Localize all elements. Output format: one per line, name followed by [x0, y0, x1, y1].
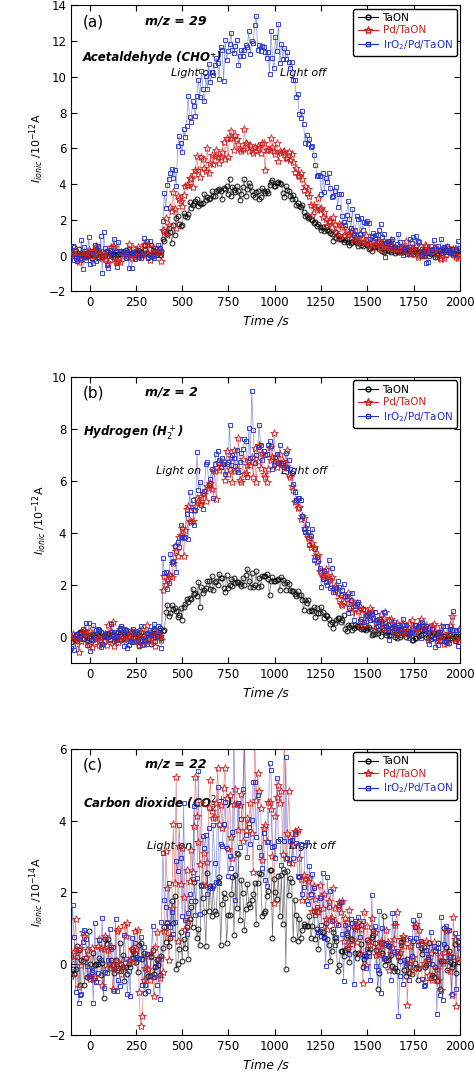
Text: m/z = 2: m/z = 2 — [145, 386, 198, 399]
Text: Light off: Light off — [289, 841, 335, 851]
Text: m/z = 29: m/z = 29 — [145, 14, 207, 27]
Text: Carbon dioxide (CO$_2^{2+}$): Carbon dioxide (CO$_2^{2+}$) — [83, 795, 233, 815]
Legend: TaON, Pd/TaON, IrO$_2$/Pd/TaON: TaON, Pd/TaON, IrO$_2$/Pd/TaON — [354, 380, 456, 428]
X-axis label: Time /s: Time /s — [243, 687, 288, 700]
Legend: TaON, Pd/TaON, IrO$_2$/Pd/TaON: TaON, Pd/TaON, IrO$_2$/Pd/TaON — [354, 9, 456, 56]
Text: (b): (b) — [83, 386, 104, 401]
Y-axis label: $I_{ionic}$ /10$^{-12}$A: $I_{ionic}$ /10$^{-12}$A — [27, 114, 46, 183]
Text: Light on: Light on — [156, 466, 201, 476]
Text: Light on: Light on — [146, 841, 192, 851]
X-axis label: Time /s: Time /s — [243, 1059, 288, 1072]
Text: m/z = 22: m/z = 22 — [145, 758, 207, 771]
Legend: TaON, Pd/TaON, IrO$_2$/Pd/TaON: TaON, Pd/TaON, IrO$_2$/Pd/TaON — [354, 752, 456, 800]
Text: Light off: Light off — [280, 68, 325, 78]
Y-axis label: $I_{ionic}$ /10$^{-12}$A: $I_{ionic}$ /10$^{-12}$A — [30, 486, 49, 555]
Text: Light on: Light on — [171, 68, 216, 78]
Text: Light off: Light off — [282, 466, 327, 476]
Y-axis label: $I_{ionic}$ /10$^{-14}$A: $I_{ionic}$ /10$^{-14}$A — [27, 857, 46, 927]
Text: Acetaldehyde (CHO⁺): Acetaldehyde (CHO⁺) — [83, 51, 222, 64]
Text: (c): (c) — [83, 758, 103, 773]
Text: Hydrogen (H$_2^+$): Hydrogen (H$_2^+$) — [83, 423, 183, 442]
Text: (a): (a) — [83, 14, 104, 29]
X-axis label: Time /s: Time /s — [243, 314, 288, 327]
